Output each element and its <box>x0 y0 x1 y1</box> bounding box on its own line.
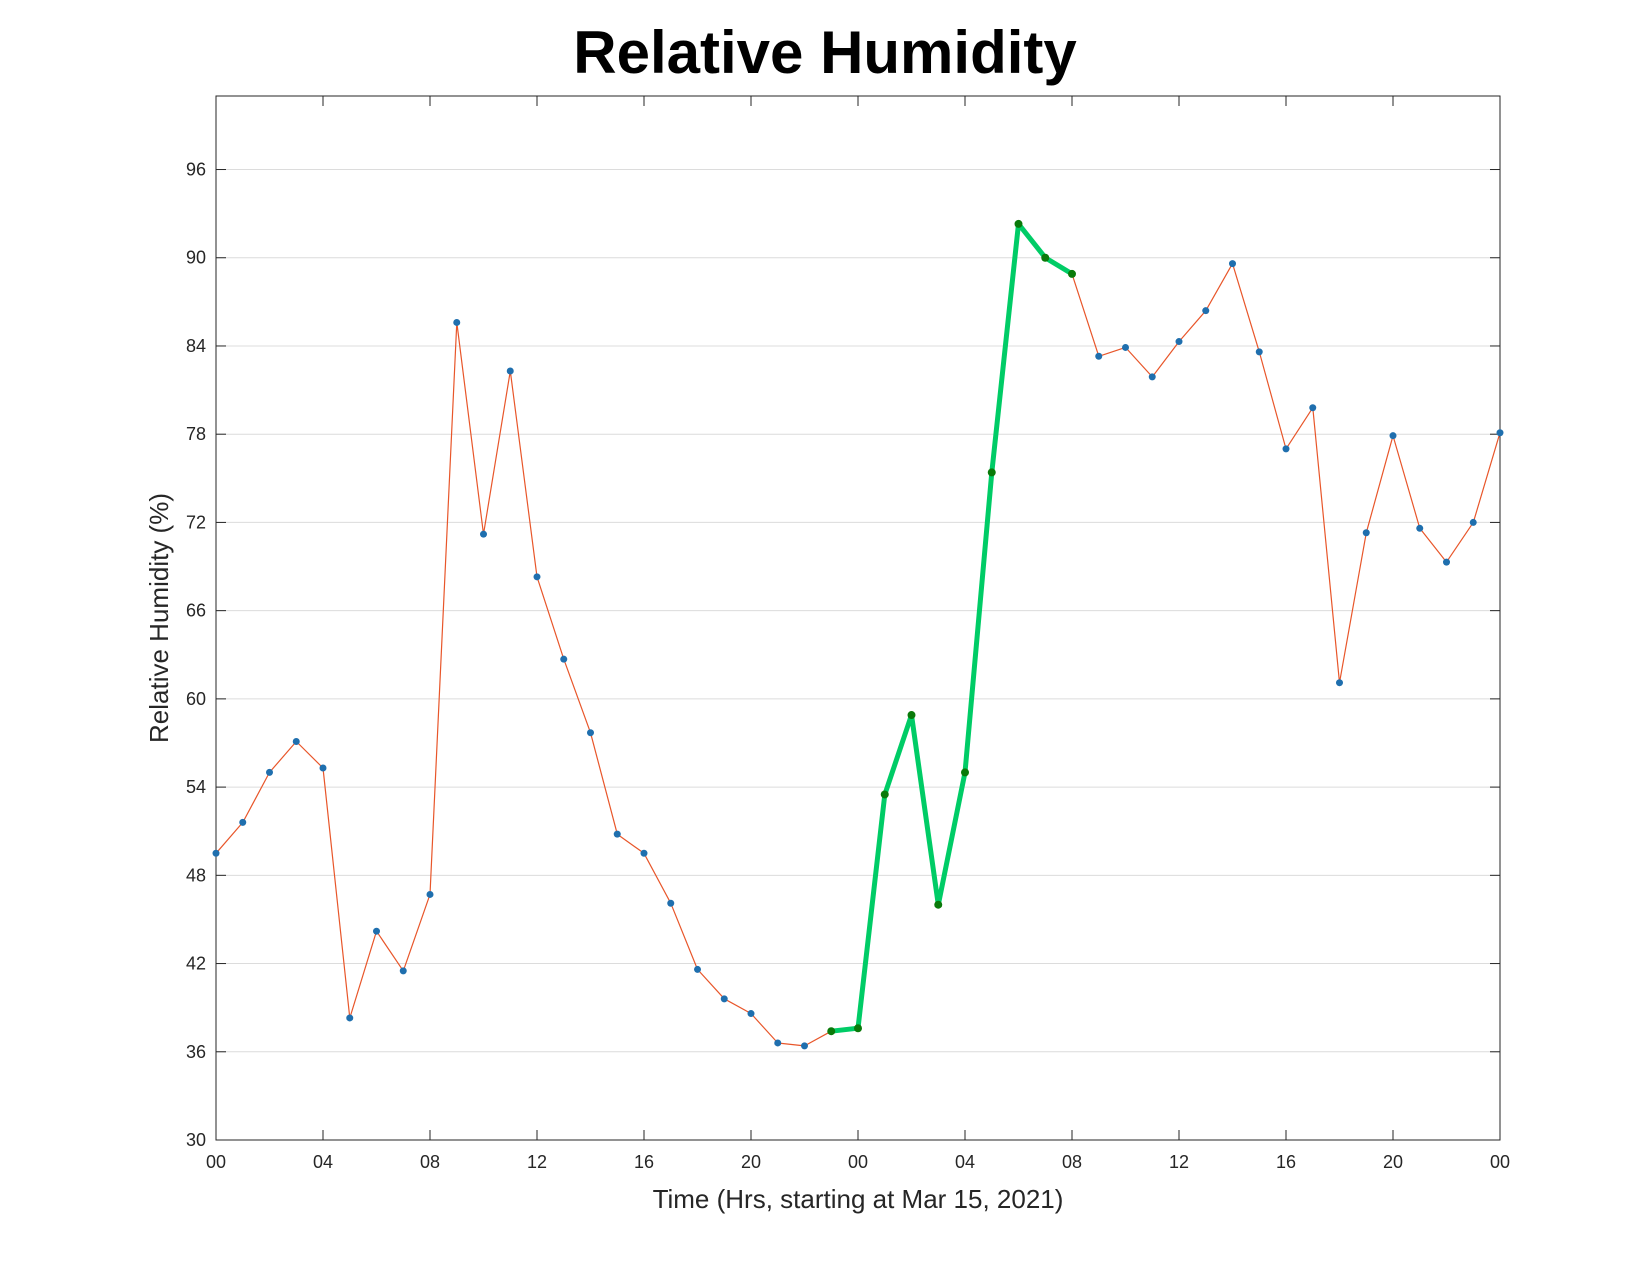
data-point <box>961 768 969 777</box>
y-tick-label: 96 <box>186 160 206 180</box>
data-point <box>1148 373 1156 381</box>
y-tick-label: 30 <box>186 1130 206 1150</box>
data-point <box>1229 260 1236 268</box>
data-point <box>1362 529 1370 537</box>
chart-title: Relative Humidity <box>573 19 1077 86</box>
data-point <box>1496 429 1504 437</box>
x-tick-label: 16 <box>634 1152 654 1172</box>
data-point <box>1282 445 1290 453</box>
data-point <box>560 655 568 663</box>
data-point <box>694 965 701 973</box>
x-tick-label: 08 <box>420 1152 440 1172</box>
y-tick-label: 54 <box>186 777 206 797</box>
plot-frame <box>215 95 1501 1141</box>
data-point <box>934 900 943 909</box>
y-tick-label: 60 <box>186 689 206 709</box>
y-tick-label: 90 <box>186 248 206 268</box>
data-point <box>1309 404 1317 412</box>
data-point <box>720 995 728 1003</box>
x-tick-label: 00 <box>848 1152 868 1172</box>
y-tick-label: 36 <box>186 1042 206 1062</box>
x-axis-label: Time (Hrs, starting at Mar 15, 2021) <box>653 1184 1064 1214</box>
data-point <box>1202 307 1210 315</box>
data-point <box>1336 679 1343 687</box>
data-point <box>827 1027 836 1036</box>
data-point <box>1443 558 1450 566</box>
data-point <box>1095 352 1103 360</box>
x-tick-label: 20 <box>741 1152 761 1172</box>
y-tick-label: 78 <box>186 424 206 444</box>
data-point <box>319 764 327 772</box>
x-tick-label: 20 <box>1383 1152 1403 1172</box>
data-point <box>1416 524 1424 532</box>
data-point <box>480 530 487 538</box>
data-point <box>1469 518 1477 526</box>
series-line-0 <box>215 223 1501 1047</box>
tick-layer: 30 36 42 48 54 60 66 72 78 84 90 96 00 04 08 12 16 20 00 04… <box>186 96 1510 1172</box>
x-tick-label: 12 <box>527 1152 547 1172</box>
data-point <box>453 318 461 326</box>
data-point <box>613 830 621 838</box>
data-point <box>640 849 648 857</box>
data-point <box>426 890 434 898</box>
data-point <box>907 711 916 720</box>
data-point <box>880 790 889 799</box>
data-point <box>854 1024 862 1033</box>
x-tick-label: 08 <box>1062 1152 1082 1172</box>
data-point <box>212 849 220 857</box>
x-tick-label: 00 <box>1490 1152 1510 1172</box>
data-point <box>774 1039 782 1047</box>
data-point <box>346 1014 354 1022</box>
data-point <box>292 738 300 746</box>
data-point <box>1122 343 1129 351</box>
x-tick-label: 16 <box>1276 1152 1296 1172</box>
data-point <box>239 818 247 826</box>
data-point <box>399 967 407 975</box>
x-tick-label: 04 <box>313 1152 333 1172</box>
y-tick-label: 84 <box>186 336 206 356</box>
data-point <box>506 367 514 375</box>
series-line-1 <box>828 221 1075 1034</box>
data-point <box>747 1010 755 1018</box>
x-tick-label: 04 <box>955 1152 975 1172</box>
data-point <box>533 573 541 581</box>
x-tick-label: 12 <box>1169 1152 1189 1172</box>
y-tick-label: 66 <box>186 601 206 621</box>
data-point <box>667 899 675 907</box>
series-layer <box>212 219 1504 1050</box>
y-tick-label: 42 <box>186 954 206 974</box>
data-point <box>987 468 996 477</box>
data-point <box>1389 432 1397 440</box>
y-tick-label: 72 <box>186 512 206 532</box>
data-point <box>266 768 273 776</box>
data-point <box>373 927 380 935</box>
data-point <box>1041 253 1050 262</box>
data-point <box>1175 338 1183 346</box>
y-axis-label: Relative Humidity (%) <box>144 493 174 743</box>
data-point <box>1014 219 1023 228</box>
x-tick-label: 00 <box>206 1152 226 1172</box>
data-point <box>801 1042 808 1050</box>
data-point <box>1068 269 1076 278</box>
data-point <box>1255 348 1263 356</box>
grid-layer <box>216 169 1500 1053</box>
y-tick-label: 48 <box>186 865 206 885</box>
data-point <box>587 729 594 737</box>
